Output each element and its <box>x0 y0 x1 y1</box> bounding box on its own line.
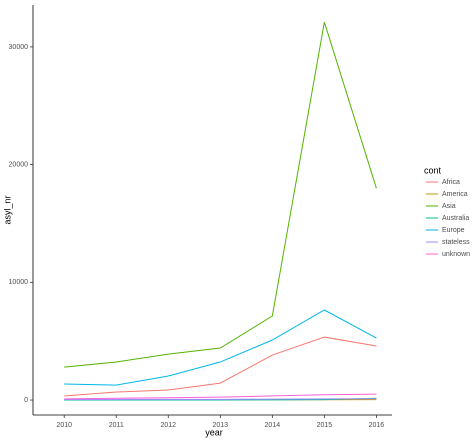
legend-label: stateless <box>442 239 470 246</box>
x-axis-label: year <box>205 427 223 437</box>
x-tick-label: 2016 <box>369 422 385 429</box>
legend-label: Africa <box>442 179 460 186</box>
legend-label: America <box>442 191 468 198</box>
legend-label: Asia <box>442 203 456 210</box>
y-tick-label: 0 <box>24 397 28 404</box>
legend-label: Europe <box>442 227 465 234</box>
series-line <box>64 22 377 368</box>
y-axis-label: asyl_nr <box>2 195 12 224</box>
series-line <box>64 336 377 397</box>
legend-title: cont <box>424 165 442 175</box>
x-tick-label: 2012 <box>160 422 176 429</box>
x-tick-label: 2010 <box>56 422 72 429</box>
y-tick-label: 20000 <box>9 161 29 168</box>
series-line <box>64 393 377 400</box>
x-tick-label: 2014 <box>265 422 281 429</box>
series-line <box>64 309 377 386</box>
y-tick-label: 30000 <box>9 44 29 51</box>
series-line <box>64 398 377 400</box>
x-tick-label: 2013 <box>213 422 229 429</box>
x-tick-label: 2015 <box>317 422 333 429</box>
x-tick-label: 2011 <box>109 422 124 429</box>
series-line <box>64 397 377 401</box>
legend-label: unknown <box>442 251 470 258</box>
y-tick-label: 10000 <box>9 279 29 286</box>
legend-label: Australia <box>442 215 469 222</box>
